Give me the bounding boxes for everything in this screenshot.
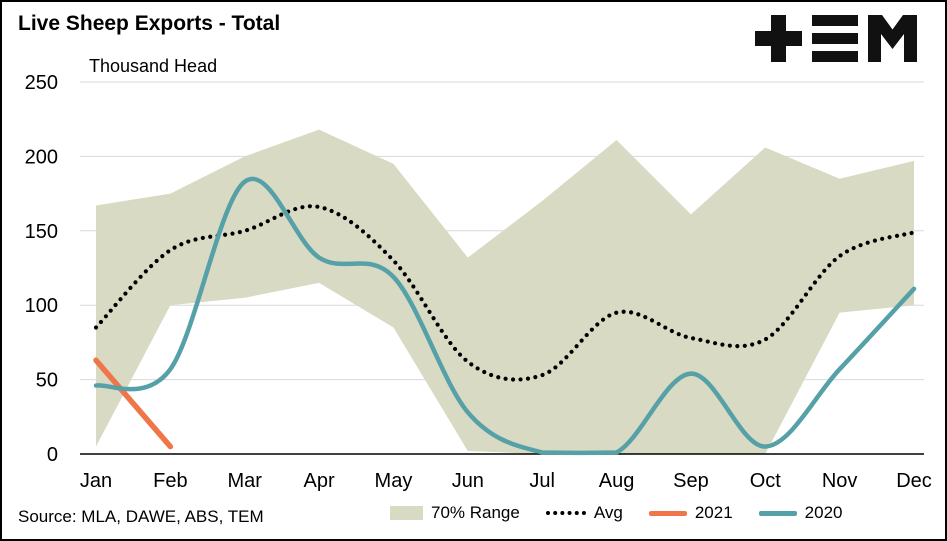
x-tick-label: Dec — [896, 470, 932, 492]
legend-item-avg: Avg — [545, 503, 623, 523]
tem-logo-icon — [755, 15, 917, 62]
legend-item-70-range: 70% Range — [390, 503, 520, 523]
legend-label: 2020 — [804, 503, 843, 522]
series-2021-line — [93, 357, 174, 450]
x-tick-label: Jan — [80, 470, 112, 492]
tem-logo — [755, 14, 917, 69]
y-tick-label: 150 — [25, 221, 58, 243]
y-tick-label: 200 — [25, 146, 58, 168]
x-tick-label: Feb — [153, 470, 187, 492]
y-axis-units-label: Thousand Head — [89, 56, 218, 76]
y-tick-label: 100 — [25, 295, 58, 317]
x-tick-label: Sep — [673, 470, 709, 492]
legend-swatch-dotted — [545, 511, 586, 515]
legend-swatch-line — [758, 510, 797, 516]
legend-label: 70% Range — [431, 503, 520, 522]
x-tick-label: Oct — [750, 470, 782, 492]
series-2020-line — [93, 176, 917, 456]
x-tick-label: May — [375, 470, 413, 492]
x-tick-label: Nov — [822, 470, 858, 492]
legend-item-2021: 2021 — [648, 503, 733, 523]
x-tick-label: Jul — [529, 470, 555, 492]
y-tick-label: 50 — [36, 370, 58, 392]
x-tick-label: Mar — [228, 470, 263, 492]
x-tick-label: Jun — [452, 470, 484, 492]
series-avg-line — [93, 204, 917, 382]
legend-label: Avg — [593, 503, 623, 522]
legend-label: 2021 — [694, 503, 733, 522]
legend-swatch-area — [390, 506, 423, 520]
chart-title: Live Sheep Exports - Total — [18, 12, 281, 35]
x-tick-label: Apr — [304, 470, 335, 492]
legend-swatch-line — [648, 510, 687, 516]
y-tick-label: 0 — [47, 444, 58, 466]
source-attribution: Source: MLA, DAWE, ABS, TEM — [18, 507, 264, 526]
legend-item-2020: 2020 — [758, 503, 843, 523]
x-tick-label: Aug — [599, 470, 635, 492]
chart-legend: 70% Range Avg 2021 2020 — [390, 503, 843, 523]
range-band — [96, 129, 914, 454]
y-tick-label: 250 — [25, 72, 58, 94]
